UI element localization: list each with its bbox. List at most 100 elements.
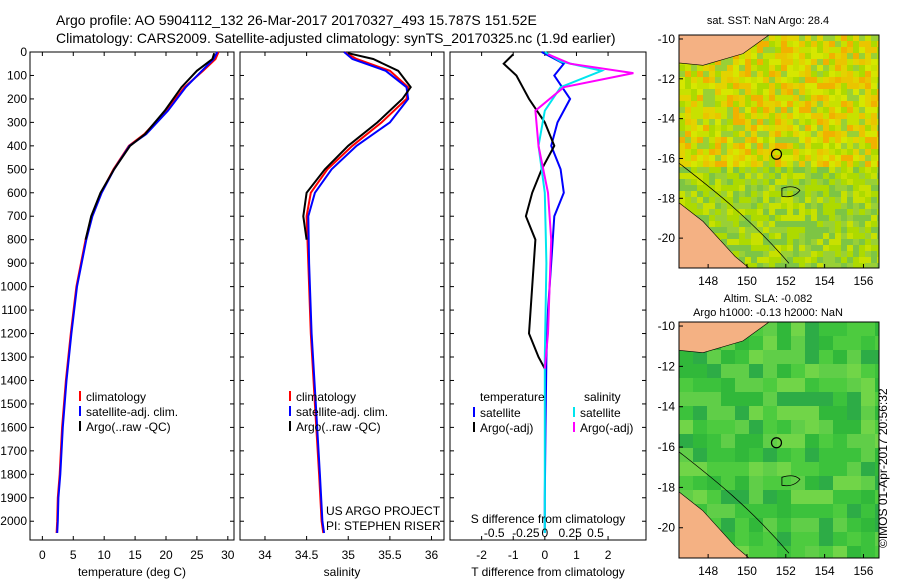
map-cell [819, 518, 833, 532]
map-cell [817, 95, 823, 101]
map-cell [691, 101, 697, 107]
map-cell [859, 209, 865, 215]
map-cell [757, 41, 763, 47]
map-cell [835, 173, 841, 179]
map-cell [793, 209, 799, 215]
legend-entry: climatology [86, 390, 146, 404]
depth-tick-label: 300 [7, 115, 27, 129]
map-cell [875, 518, 879, 532]
map-cell [697, 95, 703, 101]
map-cell [715, 215, 721, 221]
map-cell [871, 125, 877, 131]
map-cell [835, 203, 841, 209]
series-satellite-adj-clim- [56, 51, 219, 534]
map-cell [871, 143, 877, 149]
map-cell [749, 406, 763, 420]
map-cell [793, 161, 799, 167]
map-cell [697, 215, 703, 221]
map-cell [685, 113, 691, 119]
map-cell [751, 95, 757, 101]
map-cell [751, 65, 757, 71]
map-cell [763, 221, 769, 227]
map-cell [757, 59, 763, 65]
map-cell [751, 203, 757, 209]
map-cell [859, 143, 865, 149]
map-cell [769, 257, 775, 263]
map-cell [703, 95, 709, 101]
map-cell [769, 155, 775, 161]
map-cell [751, 209, 757, 215]
map-cell [703, 221, 709, 227]
map-cell [853, 137, 859, 143]
map-cell [875, 378, 879, 392]
map-cell [865, 95, 871, 101]
map-cell [805, 532, 819, 546]
legend-entry: Argo(..raw -QC) [296, 420, 381, 434]
map-cell [685, 125, 691, 131]
map-cell [877, 197, 879, 203]
map-cell [727, 191, 733, 197]
map-cell [739, 113, 745, 119]
map-cell [799, 95, 805, 101]
map-cell [817, 209, 823, 215]
map-cell [775, 161, 781, 167]
map-cell [829, 137, 835, 143]
map-cell [823, 227, 829, 233]
legend-title-salinity: salinity [584, 390, 621, 404]
map-cell [841, 191, 847, 197]
map-cell [805, 406, 819, 420]
map-cell [793, 131, 799, 137]
map-cell [769, 71, 775, 77]
map-cell [817, 161, 823, 167]
map-cell [757, 149, 763, 155]
map-cell [791, 448, 805, 462]
sla-map-title-line1: Altim. SLA: -0.082 [724, 293, 813, 305]
map-cell [829, 227, 835, 233]
map-cell [679, 149, 685, 155]
map-cell [685, 101, 691, 107]
map-cell [739, 179, 745, 185]
map-cell [735, 378, 749, 392]
map-cell [793, 35, 799, 41]
map-cell [739, 239, 745, 245]
map-cell [749, 490, 763, 504]
map-cell [853, 65, 859, 71]
map-cell [853, 197, 859, 203]
map-cell [751, 167, 757, 173]
depth-tick-label: 100 [7, 68, 27, 82]
map-cell [691, 83, 697, 89]
map-cell [793, 83, 799, 89]
map-cell [691, 119, 697, 125]
map-cell [841, 89, 847, 95]
map-cell [727, 155, 733, 161]
map-cell [715, 137, 721, 143]
depth-tick-label: 1400 [0, 373, 27, 387]
map-cell [871, 227, 877, 233]
map-cell [685, 131, 691, 137]
map-cell [721, 476, 735, 490]
map-cell [781, 59, 787, 65]
map-cell [763, 504, 777, 518]
map-cell [733, 119, 739, 125]
map-cell [835, 77, 841, 83]
map-cell [735, 504, 749, 518]
map-cell [819, 462, 833, 476]
map-cell [697, 143, 703, 149]
map-cell [715, 161, 721, 167]
map-cell [823, 203, 829, 209]
map-cell [775, 65, 781, 71]
map-cell [763, 245, 769, 251]
map-cell [841, 209, 847, 215]
map-cell [735, 476, 749, 490]
map-cell [859, 107, 865, 113]
map-cell [835, 101, 841, 107]
lon-tick-label: 154 [815, 564, 835, 578]
map-cell [823, 155, 829, 161]
map-cell [861, 448, 875, 462]
map-cell [763, 336, 777, 350]
map-cell [715, 131, 721, 137]
map-cell [811, 149, 817, 155]
map-cell [823, 137, 829, 143]
map-cell [763, 378, 777, 392]
map-cell [853, 179, 859, 185]
